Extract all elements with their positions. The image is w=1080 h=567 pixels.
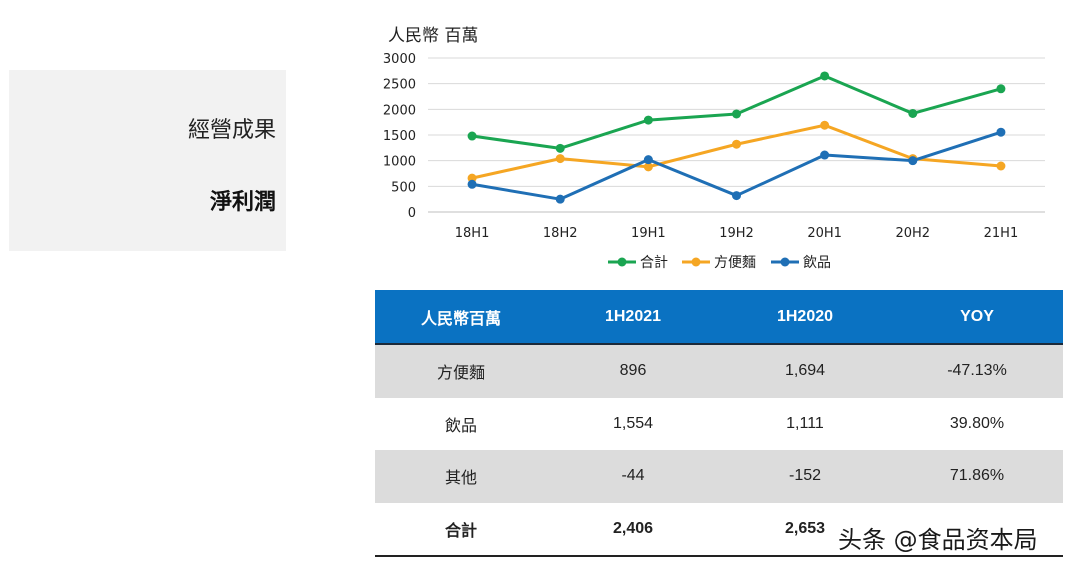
table-row: 其他 -44 -152 71.86% [375,450,1063,503]
table-header-row: 人民幣百萬 1H2021 1H2020 YOY [375,290,1063,345]
table-cell: 39.80% [949,414,1005,432]
table-cell: 方便麵 [375,344,547,398]
y-tick-label: 2500 [383,78,416,93]
table-cell [891,502,1063,557]
y-tick-label: 1000 [383,155,416,170]
y-tick-label: 2000 [383,103,416,118]
series-line [471,123,1002,180]
column-header: 人民幣百萬 [375,290,547,345]
line-chart: 人民幣 百萬 0 500 1000 1500 2000 2500 3000 18H1 18H2… [383,26,1045,271]
table-cell: 2,653 [719,502,891,557]
table-cell: 1,554 [612,414,654,432]
data-point [996,161,1006,171]
table-cell: 896 [547,344,719,398]
legend: 合計 方便麵 飲品 [608,255,831,271]
table-cell: 71.86% [891,450,1063,503]
x-tick-label: 20H2 [895,226,930,241]
data-point [820,120,830,130]
x-tick-labels: 18H1 18H2 19H1 19H2 20H1 20H2 21H1 [455,226,1018,241]
legend-marker [691,257,701,267]
watermark-text: 头条 @食品资本局 [838,526,1038,554]
table-row-total: 合計 2,406 2,653 [375,502,1063,557]
series-lines [467,71,1006,204]
legend-marker [617,257,627,267]
table-cell: 飲品 [444,417,477,435]
side-panel: 經營成果 淨利潤 [9,70,286,251]
table-cell: -44 [547,450,719,503]
data-point [996,127,1006,137]
table-cell: -152 [719,450,891,503]
x-tick-label: 19H2 [719,226,754,241]
y-tick-label: 500 [391,180,416,195]
data-point [643,162,653,172]
table-cell: 合計 [375,502,547,557]
data-point [467,131,477,141]
table-cell: 1,694 [719,344,891,398]
section-subtitle: 淨利潤 [209,190,276,215]
table-cell: 1,111 [786,414,824,432]
x-tick-label: 21H1 [984,226,1019,241]
data-table: 人民幣百萬 1H2021 1H2020 YOY 方便麵 896 1,694 -4… [375,290,1063,557]
data-point [643,155,653,165]
data-point [820,150,830,160]
y-tick-labels: 0 500 1000 1500 2000 2500 3000 [383,52,416,221]
data-point [820,71,830,81]
data-point [732,191,741,201]
data-point [467,179,477,189]
data-point [996,84,1006,94]
x-tick-label: 18H2 [543,226,578,241]
table-row: 飲品 1,554 1,111 39.80% [375,398,1063,451]
column-header: YOY [891,290,1063,345]
legend-marker [780,257,790,267]
table-cell: -47.13% [891,344,1063,398]
data-point [555,194,565,204]
x-tick-label: 19H1 [631,226,666,241]
section-title: 經營成果 [187,118,276,143]
gridlines [428,57,1045,213]
legend-label: 合計 [640,255,668,271]
data-point [467,173,477,183]
legend-label: 飲品 [803,255,831,271]
table-row: 方便麵 896 1,694 -47.13% [375,344,1063,398]
data-point [732,139,741,149]
data-point [555,143,565,153]
y-tick-label: 0 [408,206,416,221]
x-tick-label: 18H1 [455,226,490,241]
x-tick-label: 20H1 [807,226,842,241]
data-point [643,115,653,125]
table-cell: 其他 [375,450,547,503]
data-point [908,156,918,166]
table-cell: 2,406 [547,502,719,557]
y-tick-label: 3000 [383,52,416,67]
y-axis-label: 人民幣 百萬 [388,26,478,46]
legend-label: 方便麵 [714,255,756,271]
data-point [555,154,565,164]
column-header: 1H2021 [547,290,719,345]
y-tick-label: 1500 [383,129,416,144]
data-point [732,109,741,119]
column-header: 1H2020 [719,290,891,345]
data-point [908,108,918,118]
